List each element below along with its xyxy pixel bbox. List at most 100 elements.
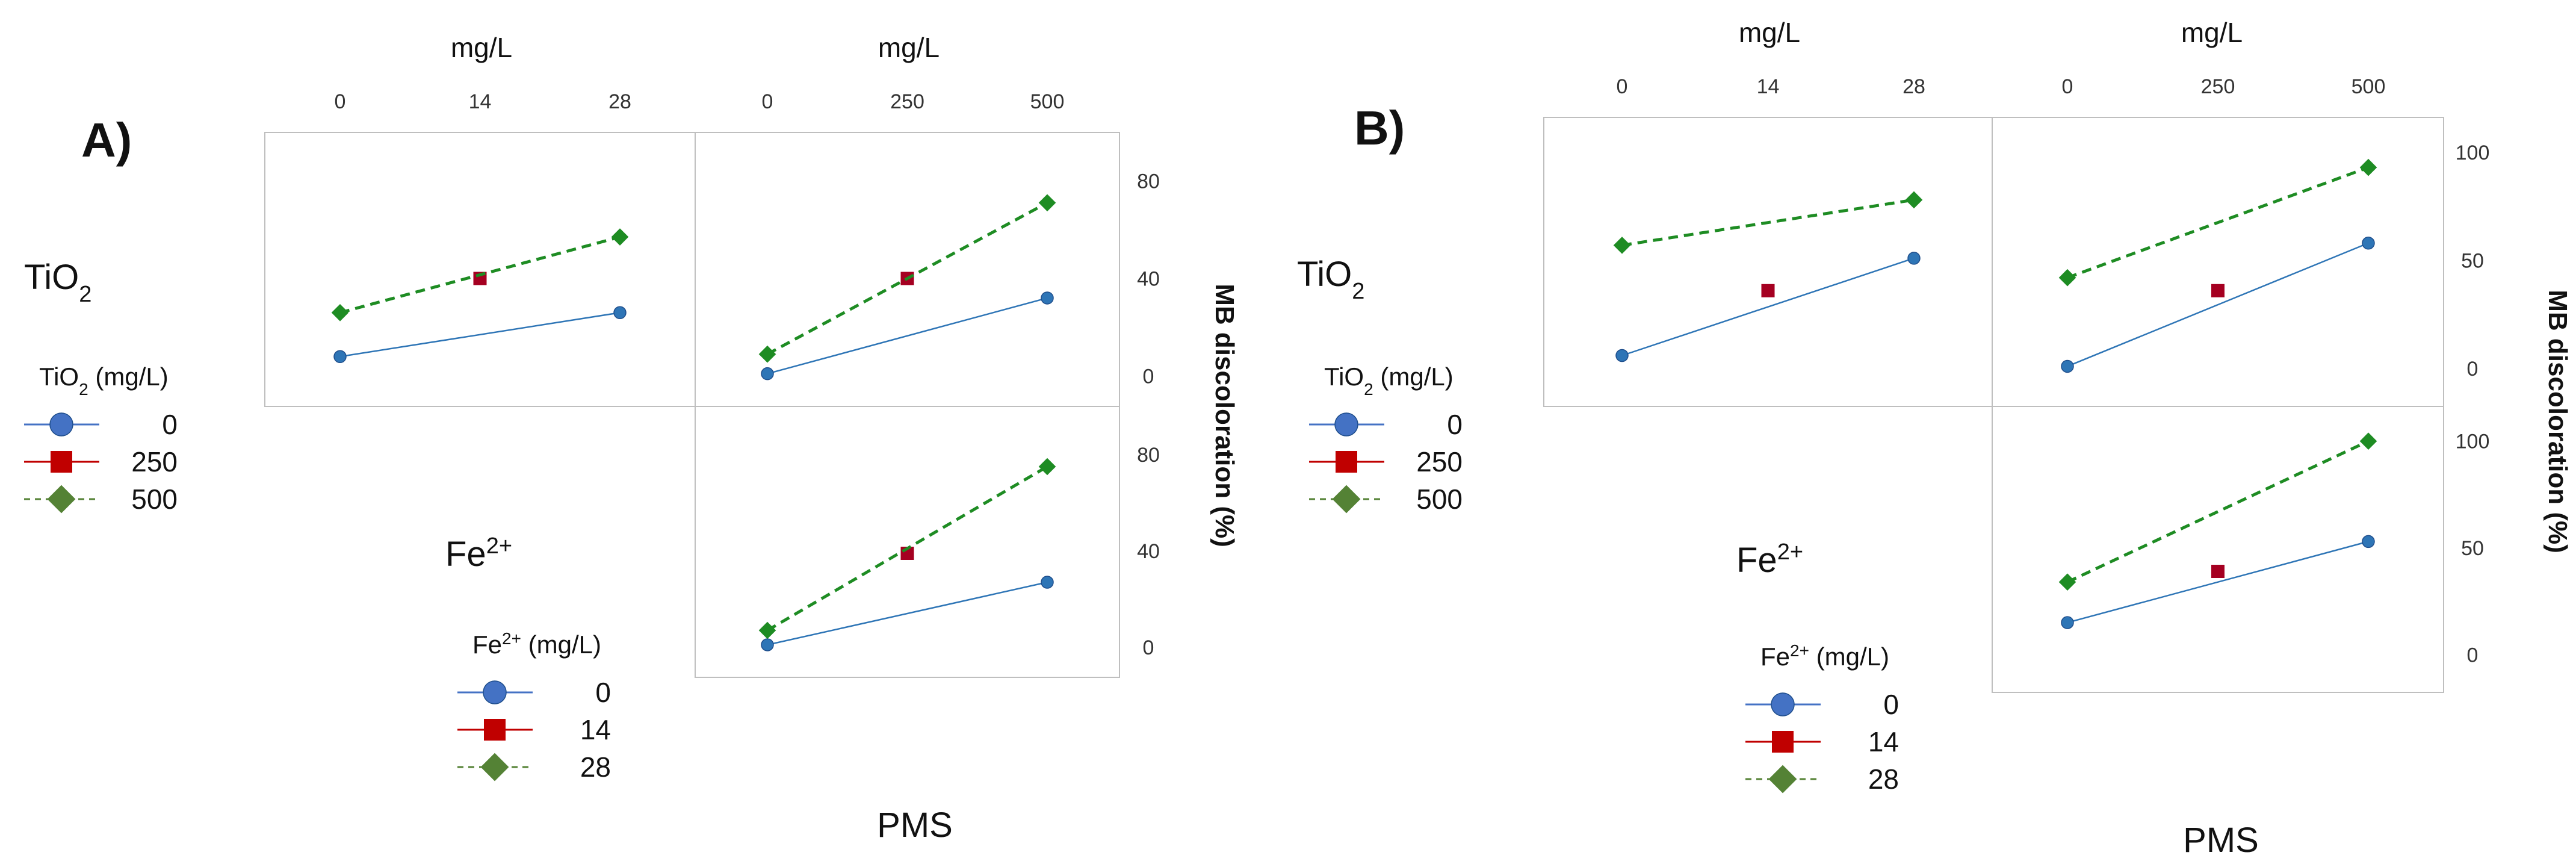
legend-item-label: 0 [595,677,611,708]
subplot-frame [695,132,1120,407]
data-point-0 [1041,576,1054,589]
x-tick-label: 0 [1617,75,1628,98]
data-point-14 [2211,565,2225,578]
legend-item-label: 0 [1883,689,1899,720]
legend-title: Fe2+ (mg/L) [1760,641,1889,671]
top-axis-unit-left: mg/L [451,32,512,63]
legend-item-label: 14 [1868,726,1899,757]
legend-marker-circle [49,412,73,437]
data-point-500 [331,303,349,322]
legend-item-label: 0 [1447,409,1463,440]
y-tick-label: 0 [2467,644,2478,667]
y-tick-label: 50 [2461,250,2484,273]
data-point-500 [611,228,629,246]
series-line-0 [339,312,621,358]
data-point-250 [1761,284,1775,297]
legend-marker-square [1772,731,1794,753]
legend-item-label: 500 [131,483,178,515]
subplot-B-top-left: 0 14 28 [1543,75,1993,407]
y-tick-label: 80 [1137,444,1160,467]
y-tick-label: 0 [1143,636,1154,659]
subplot-B-top-right: 0 250 500 0 50 100 [1992,75,2490,407]
legend-marker-circle [1334,412,1358,437]
panel-letter: B) [1354,101,1405,155]
data-point-500 [1038,194,1056,212]
y-tick-label: 40 [1137,540,1160,563]
legend-item-label: 0 [162,409,178,440]
y-tick-label: 100 [2456,430,2490,453]
legend-item-label: 28 [1868,763,1899,795]
x-axis-label: PMS [2183,821,2259,860]
data-point-0 [1615,349,1629,362]
subplot-frame [695,406,1120,678]
subplot-A-top-left: 0 14 28 [264,90,696,407]
legend-item-label: 500 [1416,483,1463,515]
data-point-0 [761,367,774,381]
legend-marker-square [1336,451,1357,473]
data-point-28 [758,621,776,639]
series-line-500 [2067,166,2369,279]
data-point-28 [1038,458,1056,476]
series-line-500 [339,235,621,314]
x-tick-label: 500 [2352,75,2386,98]
y-tick-label: 80 [1137,170,1160,193]
y-tick-label: 100 [2456,141,2490,164]
legend-item-label: 250 [1416,446,1463,477]
x-tick-label: 28 [608,90,631,113]
y-tick-label: 0 [1143,365,1154,388]
x-tick-label: 0 [335,90,346,113]
legend-marker-square [51,451,72,473]
series-line-500 [1621,198,1915,247]
legend-item-label: 28 [580,751,611,783]
series-line-28 [2066,440,2370,583]
data-point-0 [333,350,347,364]
series-line-500 [766,201,1048,356]
top-axis-unit-left: mg/L [1739,17,1800,48]
subplot-frame [1543,117,1993,407]
data-point-0 [2061,359,2074,373]
series-line-0 [1621,257,1915,356]
subplot-A-top-right: 0 250 500 0 40 80 [695,90,1160,407]
legend-fe-A: Fe2+ (mg/L) 0 14 28 [457,629,611,783]
x-tick-label: 500 [1030,90,1065,113]
data-point-500 [2359,158,2377,176]
legend-marker-diamond [480,753,509,782]
x-tick-label: 0 [2062,75,2073,98]
row-factor-tio2: TiO2 [1297,255,1364,304]
series-line-0 [767,297,1048,374]
top-axis-unit-right: mg/L [2181,17,2243,48]
top-axis-unit-right: mg/L [878,32,940,63]
data-point-0 [1907,252,1921,265]
data-point-0 [2061,616,2074,629]
legend-title: Fe2+ (mg/L) [472,629,601,659]
row-factor-tio2: TiO2 [24,258,91,307]
subplot-A-bottom-right: 0 40 80 [695,406,1160,678]
subplot-frame [1992,406,2444,693]
x-tick-label: 28 [1903,75,1925,98]
y-axis-label: MB discoloration (%) [1210,284,1239,547]
subplot-frame [1992,117,2444,407]
data-point-0 [1041,291,1054,305]
y-axis-label: MB discoloration (%) [2543,290,2572,553]
legend-tio2-B: TiO2 (mg/L) 0 250 500 [1309,362,1463,515]
x-tick-label: 14 [1757,75,1780,98]
y-tick-label: 40 [1137,268,1160,291]
data-point-500 [1613,237,1631,254]
data-point-0 [761,638,774,651]
legend-title: TiO2 (mg/L) [1324,362,1454,399]
row-factor-fe: Fe2+ [1736,539,1803,580]
data-point-28 [2058,573,2076,591]
x-tick-label: 14 [469,90,492,113]
legend-marker-circle [1771,692,1795,716]
legend-marker-diamond [1768,765,1797,794]
data-point-500 [758,345,776,363]
legend-marker-diamond [1332,485,1361,514]
series-line-0 [2067,242,2369,367]
series-line-0 [2067,541,2369,624]
legend-tio2-A: TiO2 (mg/L) 0 250 500 [24,362,178,515]
x-tick-label: 0 [762,90,773,113]
data-point-250 [2211,284,2225,297]
x-tick-label: 250 [890,90,924,113]
legend-marker-square [484,719,506,741]
